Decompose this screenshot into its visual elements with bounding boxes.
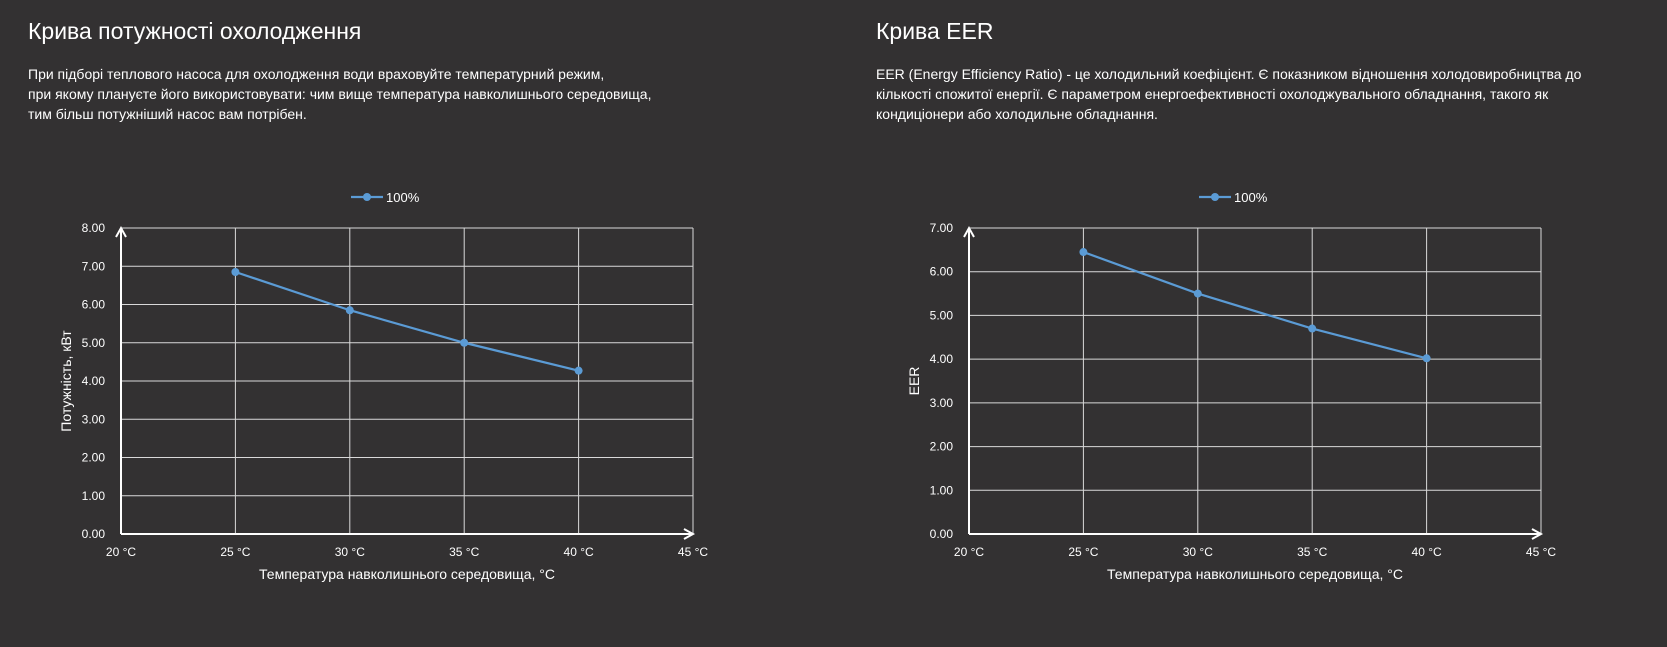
y-tick-label: 5.00 — [82, 336, 106, 350]
data-point — [574, 366, 583, 375]
x-axis-title: Температура навколишнього середовища, °C — [1107, 566, 1403, 582]
x-tick-label: 40 °C — [564, 545, 594, 559]
series-line — [235, 270, 579, 372]
y-tick-label: 3.00 — [82, 412, 106, 426]
y-tick-label: 1.00 — [930, 483, 954, 497]
series-line — [1083, 251, 1427, 360]
legend-marker — [363, 193, 371, 201]
description-line: тим більш потужніший насос вам потрібен. — [28, 106, 307, 122]
description-line: при якому плануєте його використовувати:… — [28, 86, 652, 102]
eer-chart: 0.00 1.00 2.00 3.00 4.00 5.00 6.00 7.00 20 °C 25 … — [906, 190, 1556, 582]
y-tick-label: 4.00 — [930, 352, 954, 366]
x-tick-label: 30 °C — [1183, 545, 1213, 559]
y-tick-label: 0.00 — [930, 527, 954, 541]
data-point — [1079, 248, 1088, 257]
x-tick-label: 20 °C — [954, 545, 984, 559]
x-tick-label: 25 °C — [1068, 545, 1098, 559]
x-axis-title: Температура навколишнього середовища, °C — [259, 566, 555, 582]
description-line: кількості спожитої енергії. Є параметром… — [876, 86, 1549, 102]
y-tick-label: 0.00 — [82, 527, 106, 541]
x-tick-label: 35 °C — [449, 545, 479, 559]
y-tick-label: 2.00 — [930, 440, 954, 454]
x-axis-arrow — [1531, 528, 1544, 540]
x-tick-label: 45 °C — [678, 545, 708, 559]
y-tick-label: 7.00 — [82, 259, 106, 273]
y-axis-title: Потужність, кВт — [58, 330, 74, 432]
y-tick-label: 4.00 — [82, 374, 106, 388]
description-line: EER (Energy Efficiency Ratio) - це холод… — [876, 66, 1582, 82]
plot-area: 0.00 1.00 2.00 3.00 4.00 5.00 6.00 7.00 8.00 20 °… — [58, 190, 708, 582]
x-axis-arrow — [683, 528, 696, 540]
y-tick-label: 5.00 — [930, 308, 954, 322]
data-point — [1193, 289, 1202, 298]
plot-area: 0.00 1.00 2.00 3.00 4.00 5.00 6.00 7.00 20 °C 25 … — [906, 190, 1556, 582]
x-tick-label: 40 °C — [1412, 545, 1442, 559]
x-tick-label: 25 °C — [220, 545, 250, 559]
legend-label: 100% — [1234, 190, 1268, 205]
eer-section: Крива EER EER (Energy Efficiency Ratio) … — [876, 0, 1666, 647]
y-axis-arrow — [115, 225, 127, 238]
section-description: При підборі теплового насоса для охолодж… — [28, 64, 651, 124]
data-point — [460, 338, 469, 347]
cooling-capacity-section: Крива потужності охолодження При підборі… — [28, 0, 818, 647]
x-tick-label: 45 °C — [1526, 545, 1556, 559]
description-line: При підборі теплового насоса для охолодж… — [28, 66, 605, 82]
section-description: EER (Energy Efficiency Ratio) - це холод… — [876, 64, 1581, 124]
y-tick-label: 7.00 — [930, 221, 954, 235]
x-tick-label: 20 °C — [106, 545, 136, 559]
y-tick-label: 6.00 — [930, 265, 954, 279]
y-axis-arrow — [963, 225, 975, 238]
data-point — [1422, 354, 1431, 363]
section-title: Крива потужності охолодження — [28, 18, 362, 44]
x-tick-label: 35 °C — [1297, 545, 1327, 559]
y-axis-title: EER — [906, 367, 922, 396]
cooling-capacity-chart: 0.00 1.00 2.00 3.00 4.00 5.00 6.00 7.00 8.00 20 °… — [58, 190, 708, 582]
description-line: кондиціонери або холодильне обладнання. — [876, 106, 1158, 122]
y-tick-label: 1.00 — [82, 489, 106, 503]
legend-label: 100% — [386, 190, 420, 205]
y-tick-label: 8.00 — [82, 221, 106, 235]
x-tick-label: 30 °C — [335, 545, 365, 559]
data-point — [345, 306, 354, 315]
section-title: Крива EER — [876, 18, 994, 44]
legend-marker — [1211, 193, 1219, 201]
data-point — [231, 267, 240, 276]
y-tick-label: 3.00 — [930, 396, 954, 410]
y-tick-label: 6.00 — [82, 298, 106, 312]
data-point — [1308, 324, 1317, 333]
y-tick-label: 2.00 — [82, 451, 106, 465]
legend: 100% — [351, 190, 420, 205]
legend: 100% — [1199, 190, 1268, 205]
